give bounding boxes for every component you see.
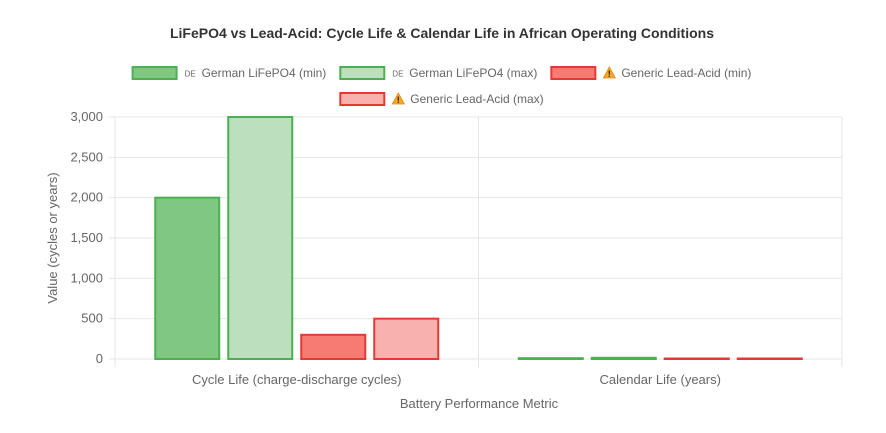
bar[interactable] bbox=[663, 357, 730, 360]
legend-swatch bbox=[550, 66, 597, 80]
legend-swatch bbox=[339, 92, 386, 106]
bar[interactable] bbox=[154, 196, 221, 360]
legend-label: German LiFePO4 (max) bbox=[409, 66, 537, 80]
y-tick-label: 2,500 bbox=[70, 149, 103, 164]
y-tick-label: 500 bbox=[81, 311, 103, 326]
y-tick-label: 2,000 bbox=[70, 190, 103, 205]
y-tick-label: 3,000 bbox=[70, 109, 103, 124]
bar[interactable] bbox=[517, 357, 584, 360]
flag-label: DE bbox=[185, 70, 196, 79]
y-tick-label: 1,500 bbox=[70, 230, 103, 245]
x-tick-label: Cycle Life (charge-discharge cycles) bbox=[192, 372, 402, 387]
legend-label: German LiFePO4 (min) bbox=[202, 66, 327, 80]
x-axis: Cycle Life (charge-discharge cycles) Cale… bbox=[192, 372, 721, 387]
legend-item[interactable]: Generic Lead-Acid (max) bbox=[339, 92, 544, 106]
legend-label: Generic Lead-Acid (min) bbox=[621, 66, 751, 80]
x-axis-title: Battery Performance Metric bbox=[400, 396, 559, 411]
legend-item[interactable]: DE German LiFePO4 (min) bbox=[131, 66, 327, 80]
warning-icon bbox=[602, 66, 617, 79]
y-tick-label: 0 bbox=[96, 351, 103, 366]
legend-item[interactable]: Generic Lead-Acid (min) bbox=[550, 66, 751, 80]
plot-area bbox=[154, 116, 803, 361]
bar[interactable] bbox=[736, 357, 803, 360]
y-tick-label: 1,000 bbox=[70, 270, 103, 285]
bar[interactable] bbox=[373, 317, 440, 360]
y-axis-title: Value (cycles or years) bbox=[45, 172, 60, 303]
legend-label: Generic Lead-Acid (max) bbox=[410, 92, 543, 106]
legend: DE German LiFePO4 (min) DE German LiFePO4 (… bbox=[131, 66, 751, 106]
legend-swatch bbox=[131, 66, 178, 80]
y-axis: 0 500 1,000 1,500 2,000 2,500 3,000 bbox=[70, 109, 103, 366]
x-tick-label: Calendar Life (years) bbox=[600, 372, 721, 387]
bar[interactable] bbox=[300, 333, 367, 360]
legend-swatch bbox=[339, 66, 386, 80]
legend-item[interactable]: DE German LiFePO4 (max) bbox=[339, 66, 537, 80]
chart-title: LiFePO4 vs Lead-Acid: Cycle Life & Calen… bbox=[170, 25, 714, 41]
bar[interactable] bbox=[590, 356, 657, 361]
warning-icon bbox=[391, 92, 405, 105]
flag-label: DE bbox=[392, 70, 403, 79]
bar[interactable] bbox=[227, 116, 294, 360]
